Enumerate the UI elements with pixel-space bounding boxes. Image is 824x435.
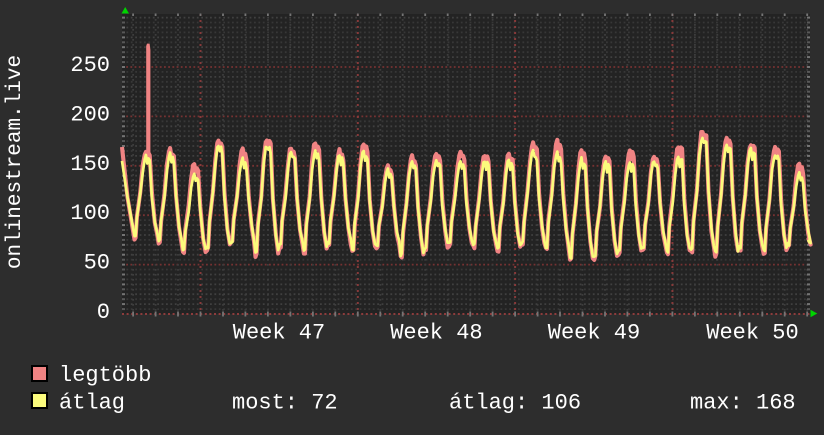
svg-text:50: 50 — [84, 251, 110, 276]
svg-text:átlag: 106: átlag: 106 — [449, 391, 581, 416]
svg-text:onlinestream.live: onlinestream.live — [4, 55, 27, 269]
svg-text:0: 0 — [97, 300, 110, 325]
svg-text:max: 168: max: 168 — [690, 391, 796, 416]
svg-text:Week 48: Week 48 — [390, 321, 482, 346]
svg-text:átlag: átlag — [59, 391, 125, 416]
svg-text:200: 200 — [70, 102, 110, 127]
svg-text:150: 150 — [70, 152, 110, 177]
svg-text:most: 72: most: 72 — [232, 391, 338, 416]
svg-text:100: 100 — [70, 201, 110, 226]
svg-text:Week 50: Week 50 — [706, 321, 798, 346]
svg-text:Week 49: Week 49 — [548, 321, 640, 346]
svg-text:legtöbb: legtöbb — [59, 363, 151, 388]
svg-text:250: 250 — [70, 53, 110, 78]
svg-text:Week 47: Week 47 — [233, 321, 325, 346]
